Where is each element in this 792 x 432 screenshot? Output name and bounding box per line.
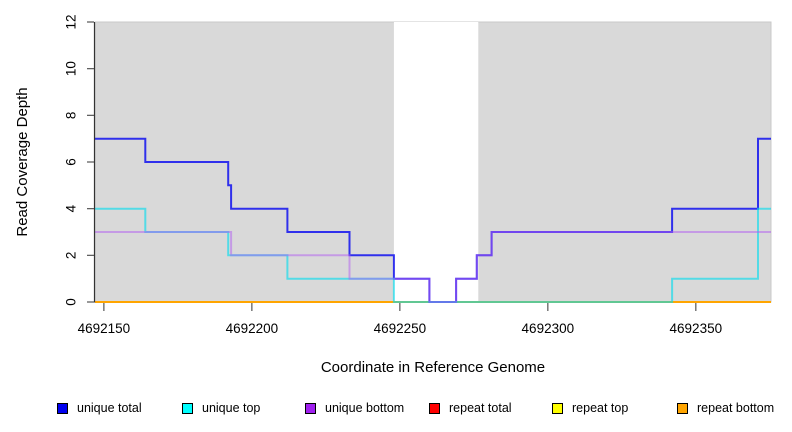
legend-label: repeat bottom	[697, 401, 775, 415]
y-axis-title: Read Coverage Depth	[14, 87, 31, 236]
chart-legend: unique total unique top unique bottom repea…	[0, 399, 792, 419]
legend-label: repeat total	[449, 401, 512, 415]
legend-item-unique-total: unique total	[57, 399, 142, 417]
series-layer	[95, 137, 771, 303]
y-tick-label: 6	[64, 158, 79, 166]
y-tick-label: 12	[64, 14, 79, 29]
legend-swatch-icon	[552, 402, 563, 414]
series-line-unique-bottom	[95, 231, 771, 303]
legend-label: repeat top	[572, 401, 629, 415]
legend-item-unique-top: unique top	[182, 399, 260, 417]
legend-label: unique top	[202, 401, 261, 415]
y-tick-label: 8	[64, 112, 79, 120]
x-axis-title: Coordinate in Reference Genome	[321, 359, 545, 376]
legend-swatch-icon	[57, 402, 68, 414]
x-tick-label: 4692200	[226, 321, 279, 336]
y-tick-label: 10	[64, 61, 79, 76]
legend-swatch-icon	[182, 402, 193, 414]
legend-swatch-icon	[677, 402, 688, 414]
y-tick-label: 0	[64, 298, 79, 306]
legend-item-repeat-bottom: repeat bottom	[677, 399, 774, 417]
zero-coverage-highlight-region	[393, 22, 479, 302]
legend-swatch-icon	[429, 402, 440, 414]
legend-label: unique total	[77, 401, 142, 415]
x-tick-label: 4692150	[78, 321, 131, 336]
axis-layer: 0 2 4 6 8 10 12 4692150 4692200 4692250 4692300 469…	[64, 14, 723, 336]
y-tick-label: 2	[64, 252, 79, 260]
legend-swatch-icon	[305, 402, 316, 414]
x-tick-label: 4692350	[670, 321, 723, 336]
x-tick-label: 4692300	[522, 321, 575, 336]
x-tick-label: 4692250	[374, 321, 427, 336]
legend-item-repeat-top: repeat top	[552, 399, 628, 417]
legend-item-repeat-total: repeat total	[429, 399, 512, 417]
coverage-chart-canvas: 0 2 4 6 8 10 12 4692150 4692200 4692250 4692300 469…	[14, 14, 772, 376]
legend-item-unique-bottom: unique bottom	[305, 399, 404, 417]
y-tick-label: 4	[64, 204, 79, 212]
legend-label: unique bottom	[325, 401, 405, 415]
